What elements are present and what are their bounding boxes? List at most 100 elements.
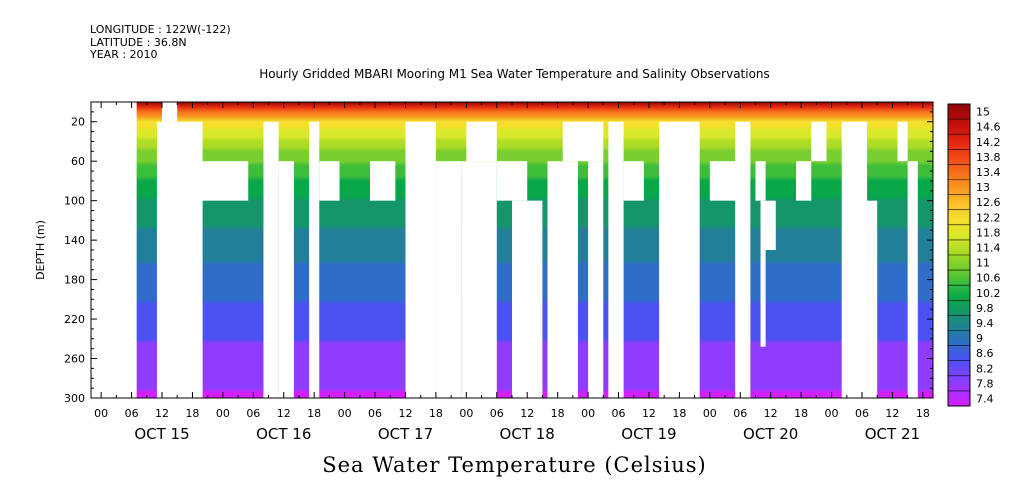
- missing-data-block: [405, 121, 436, 398]
- colorbar-label: 9.8: [976, 302, 994, 315]
- x-tick-label: 06: [125, 407, 139, 420]
- colorbar-label: 9: [976, 332, 983, 345]
- missing-data-block: [192, 161, 249, 201]
- y-tick-label: 220: [64, 313, 85, 326]
- colorbar-label: 9.4: [976, 317, 994, 330]
- missing-data-block: [466, 121, 497, 162]
- missing-data-block: [897, 121, 908, 162]
- chart-title: Hourly Gridded MBARI Mooring M1 Sea Wate…: [259, 67, 770, 81]
- x-tick-label: 12: [642, 407, 656, 420]
- missing-data-block: [496, 161, 528, 201]
- colorbar-label: 13.8: [976, 151, 1001, 164]
- missing-data-block: [608, 121, 624, 398]
- missing-data-block: [588, 161, 604, 398]
- colorbar-label: 11.8: [976, 226, 1001, 239]
- x-tick-label: 12: [155, 407, 169, 420]
- missing-data-block: [278, 161, 294, 398]
- x-tick-label: 00: [703, 407, 717, 420]
- colorbar-label: 7.4: [976, 392, 994, 405]
- colorbar: 15 14.6 14.2 13.8 13.4 13 12.6 12.2 11.8 11.4 11 10…: [947, 103, 1001, 407]
- x-day-label: OCT 20: [743, 425, 798, 443]
- colorbar-label: 8.2: [976, 362, 994, 375]
- missing-data-block: [760, 200, 776, 250]
- x-tick-label: 06: [246, 407, 260, 420]
- x-day-label: OCT 19: [621, 425, 676, 443]
- missing-data-layer: [101, 102, 918, 398]
- x-tick-label: 06: [733, 407, 747, 420]
- position-info: LONGITUDE : 122W(-122) LATITUDE : 36.8N …: [90, 23, 231, 62]
- missing-data-block: [796, 161, 812, 201]
- missing-data-block: [623, 161, 644, 201]
- missing-data-block: [755, 161, 766, 201]
- x-axis-label: Sea Water Temperature (Celsius): [322, 453, 707, 477]
- x-day-label: OCT 16: [256, 425, 311, 443]
- x-tick-label: 00: [94, 407, 108, 420]
- colorbar-label: 15: [976, 106, 990, 119]
- x-tick-label: 12: [277, 407, 291, 420]
- x-axis: 00 06 12 18 00 06 12 18 00 06 12 18 00 06 12 18 00 06 12 18…: [94, 102, 930, 443]
- x-day-label: OCT 21: [865, 425, 920, 443]
- x-tick-label: 06: [612, 407, 626, 420]
- missing-data-block: [562, 121, 604, 162]
- missing-data-block: [811, 121, 827, 162]
- x-tick-label: 00: [825, 407, 839, 420]
- y-tick-label: 20: [71, 116, 85, 129]
- x-tick-label: 00: [338, 407, 352, 420]
- x-tick-label: 12: [520, 407, 534, 420]
- longitude-line: LONGITUDE : 122W(-122): [90, 23, 231, 36]
- missing-data-block: [867, 200, 878, 398]
- missing-data-block: [461, 161, 497, 398]
- colorbar-label: 10.6: [976, 272, 1001, 285]
- missing-data-block: [435, 161, 462, 398]
- missing-data-block: [512, 200, 543, 398]
- y-axis-label: DEPTH (m): [34, 220, 47, 280]
- colorbar-label: 14.2: [976, 136, 1001, 149]
- missing-data-block: [162, 102, 178, 122]
- missing-data-block: [735, 121, 751, 398]
- y-tick-label: 300: [64, 392, 85, 405]
- colorbar-label: 10.2: [976, 287, 1001, 300]
- year-line: YEAR : 2010: [90, 48, 158, 61]
- colorbar-label: 8.6: [976, 347, 994, 360]
- latitude-line: LATITUDE : 36.8N: [90, 35, 187, 49]
- missing-data-block: [369, 161, 396, 201]
- x-tick-label: 18: [672, 407, 686, 420]
- missing-data-block: [263, 121, 279, 398]
- x-tick-label: 18: [916, 407, 930, 420]
- x-tick-label: 06: [490, 407, 504, 420]
- colorbar-label: 7.8: [976, 377, 994, 390]
- x-tick-label: 18: [429, 407, 443, 420]
- y-tick-label: 60: [71, 155, 85, 168]
- x-tick-label: 18: [794, 407, 808, 420]
- x-tick-label: 18: [551, 407, 565, 420]
- colorbar-label: 12.6: [976, 196, 1001, 209]
- x-tick-label: 00: [581, 407, 595, 420]
- missing-data-block: [319, 161, 340, 201]
- x-tick-label: 18: [307, 407, 321, 420]
- colorbar-label: 14.6: [976, 121, 1001, 134]
- missing-data-block: [547, 161, 578, 398]
- colorbar-label: 11.4: [976, 241, 1001, 254]
- x-tick-label: 12: [398, 407, 412, 420]
- x-day-label: OCT 17: [378, 425, 433, 443]
- y-tick-label: 140: [64, 234, 85, 247]
- x-tick-label: 06: [855, 407, 869, 420]
- x-tick-label: 12: [885, 407, 899, 420]
- y-axis: 20 60 100 140 180 220 260 300: [64, 101, 933, 405]
- missing-data-block: [659, 121, 700, 398]
- x-tick-label: 00: [459, 407, 473, 420]
- y-tick-label: 260: [64, 353, 85, 366]
- missing-data-block: [841, 121, 868, 398]
- colorbar-label: 11: [976, 257, 990, 270]
- x-tick-label: 18: [185, 407, 199, 420]
- colorbar-label: 13: [976, 181, 990, 194]
- missing-data-block: [760, 250, 766, 347]
- x-tick-label: 12: [764, 407, 778, 420]
- missing-data-block: [101, 102, 137, 398]
- missing-data-block: [309, 121, 320, 398]
- x-day-label: OCT 15: [134, 425, 189, 443]
- y-tick-label: 180: [64, 274, 85, 287]
- missing-data-block: [907, 161, 918, 398]
- x-day-label: OCT 18: [500, 425, 555, 443]
